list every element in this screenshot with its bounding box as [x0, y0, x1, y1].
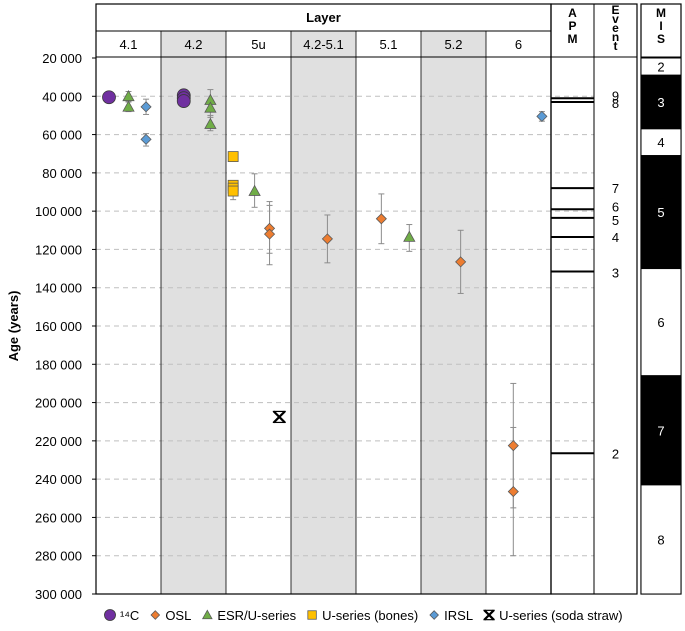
legend-label-useries_bones: U-series (bones) [322, 608, 418, 623]
point-esr-4 [204, 117, 217, 129]
legend-item-useries_bones: U-series (bones) [307, 608, 418, 623]
y-tick-label: 20 000 [42, 51, 82, 66]
y-tick-label: 60 000 [42, 128, 82, 143]
point-useries_bones-0 [227, 151, 239, 162]
legend-marker-esr [201, 609, 213, 620]
point-osl-1 [263, 228, 276, 240]
mis-stage-3 [640, 74, 682, 130]
point-osl-5 [507, 440, 519, 452]
point-irsl-2 [536, 110, 548, 122]
event-label-8: 8 [612, 96, 619, 111]
y-tick-label: 300 000 [35, 587, 82, 602]
data-points [102, 88, 548, 557]
legend-item-esr: ESR/U-series [201, 608, 297, 623]
y-tick-label: 140 000 [35, 281, 82, 296]
y-axis-label: Age (years) [6, 291, 21, 362]
layer-shade-1 [161, 31, 226, 594]
mis-label-6: 6 [657, 315, 664, 330]
event-label-6: 6 [612, 199, 619, 214]
point-useries_bones-3 [227, 185, 239, 197]
y-tick-label: 220 000 [35, 434, 82, 449]
y-tick-label: 280 000 [35, 549, 82, 564]
mis-stage-7 [640, 375, 682, 486]
y-tick-label: 120 000 [35, 242, 82, 257]
event-label-4: 4 [612, 230, 619, 245]
point-irsl-0 [140, 101, 152, 113]
y-tick-label: 260 000 [35, 510, 82, 525]
mis-label-7: 7 [657, 423, 664, 438]
layer-columns [161, 31, 486, 594]
event-label-3: 3 [612, 265, 619, 280]
mis-stage-8 [640, 484, 682, 595]
point-osl-2 [321, 233, 333, 245]
event-label-2: 2 [612, 446, 619, 461]
mis-stage-6 [640, 268, 682, 377]
y-tick-label: 40 000 [42, 89, 82, 104]
legend-item-c14: ¹⁴C [104, 608, 139, 623]
point-esr-5 [248, 184, 261, 196]
mis-label-8: 8 [657, 532, 664, 547]
legend-label-useries_soda: U-series (soda straw) [499, 608, 623, 623]
layer-label-5u: 5u [251, 37, 265, 52]
layer-label-5.2: 5.2 [444, 37, 462, 52]
point-c14-0 [102, 90, 116, 105]
legend-item-osl: OSL [150, 608, 191, 623]
legend-label-c14: ¹⁴C [120, 608, 139, 623]
y-tick-label: 180 000 [35, 357, 82, 372]
point-esr-0 [122, 89, 135, 102]
layer-label-6: 6 [515, 37, 522, 52]
event-label-7: 7 [612, 181, 619, 196]
legend-label-osl: OSL [165, 608, 191, 623]
point-osl-4 [455, 256, 467, 268]
point-esr-3 [204, 101, 217, 113]
point-irsl-1 [140, 133, 152, 145]
point-useries_soda-0 [272, 410, 286, 424]
layer-label-4.2-5.1: 4.2-5.1 [303, 37, 343, 52]
point-useries_soda-0-stroke [273, 410, 286, 424]
event-label-9: 9 [612, 88, 619, 103]
point-osl-3 [375, 213, 387, 225]
legend-item-useries_soda: U-series (soda straw) [483, 608, 623, 623]
layer-header: Layer [306, 10, 341, 25]
y-tick-label: 160 000 [35, 319, 82, 334]
point-esr-1 [122, 100, 135, 112]
legend-marker-osl [150, 610, 161, 620]
mis-label-4: 4 [657, 135, 664, 150]
mis-label-2: 2 [657, 60, 664, 75]
legend-marker-useries_soda [483, 609, 495, 621]
y-axis: 20 000 40 000 60 000 80 000 100 000 120 000 14… [6, 51, 96, 602]
layer-label-4.1: 4.1 [119, 37, 137, 52]
y-tick-label: 100 000 [35, 204, 82, 219]
legend-label-irsl: IRSL [444, 608, 473, 623]
legend-marker-c14 [104, 609, 116, 621]
legend-label-esr: ESR/U-series [217, 608, 296, 623]
legend: ¹⁴C OSL ESR/U-series U-series (bones) IRSL U-… [104, 608, 623, 623]
layer-shade-3 [291, 31, 356, 594]
column-headers: Layer 4.1 4.2 5u 4.2-5.1 5.1 5.2 6 A P M E v e n t M I S [119, 3, 666, 53]
y-tick-label: 200 000 [35, 396, 82, 411]
layer-label-4.2: 4.2 [184, 37, 202, 52]
mis-label-3: 3 [657, 95, 664, 110]
point-osl-6 [507, 486, 519, 498]
legend-marker-useries_soda-stroke [483, 609, 495, 621]
mis-label-5: 5 [657, 205, 664, 220]
y-tick-label: 240 000 [35, 472, 82, 487]
legend-marker-useries_bones [307, 610, 317, 620]
layer-label-5.1: 5.1 [379, 37, 397, 52]
layer-shade-5 [421, 31, 486, 594]
mis-stage-4 [640, 128, 682, 157]
event-label-5: 5 [612, 213, 619, 228]
point-esr-6 [403, 230, 416, 242]
legend-item-irsl: IRSL [429, 608, 473, 623]
legend-marker-irsl [429, 610, 439, 620]
point-c14-3 [176, 94, 191, 108]
y-tick-label: 80 000 [42, 166, 82, 181]
